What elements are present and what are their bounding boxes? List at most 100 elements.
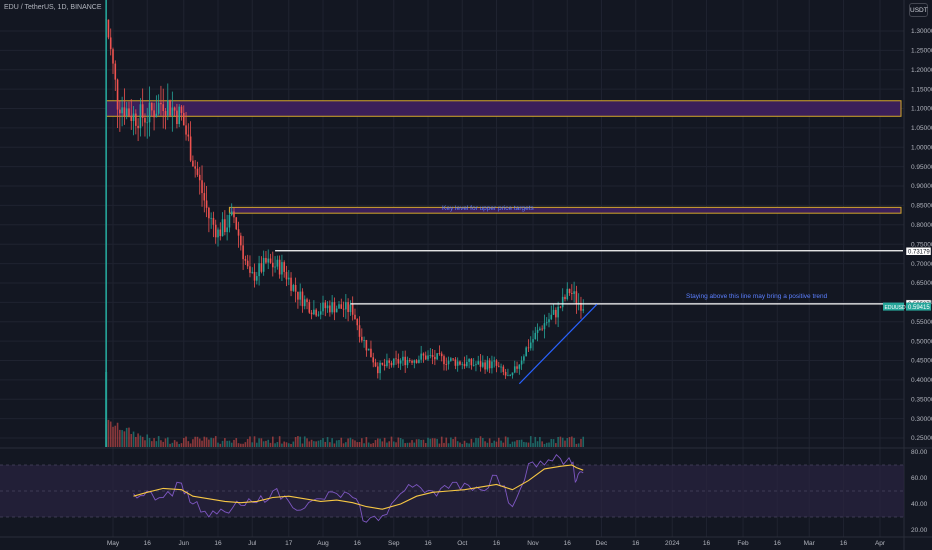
candle-body	[258, 263, 260, 277]
candle-body	[256, 276, 258, 281]
volume-bar	[292, 441, 295, 447]
volume-bar	[224, 438, 226, 447]
candle-body	[230, 211, 233, 215]
candle-body	[440, 353, 443, 357]
candle-body	[242, 245, 244, 260]
candle-body	[555, 309, 557, 318]
time-tick-label: Mar	[804, 540, 816, 547]
time-tick-label: May	[107, 540, 120, 547]
candle-body	[575, 291, 578, 304]
currency-button[interactable]: USDT	[909, 3, 928, 17]
candle-body	[205, 200, 208, 208]
candle-body	[119, 109, 121, 114]
rsi-tick-label: 40.00	[911, 501, 928, 508]
candle-body	[139, 104, 142, 129]
time-tick-label: Apr	[875, 540, 886, 547]
candle-body	[354, 314, 356, 319]
volume-bar	[269, 442, 272, 447]
volume-bar	[427, 437, 429, 447]
volume-bar	[495, 441, 498, 447]
candle-body	[303, 299, 306, 307]
volume-bar	[326, 437, 329, 447]
candle-body	[500, 366, 502, 368]
candle-body	[235, 217, 238, 230]
candle-body	[513, 366, 516, 373]
candle-body	[436, 353, 438, 360]
time-tick-label: Dec	[596, 540, 608, 547]
candle-body	[237, 229, 240, 236]
volume-bar	[520, 439, 523, 447]
candle-body	[484, 362, 486, 370]
volume-bar	[148, 437, 151, 447]
candle-body	[331, 302, 333, 313]
volume-bar	[119, 429, 121, 447]
candle-body	[274, 266, 276, 268]
volume-bar	[137, 433, 139, 447]
volume-bar	[141, 436, 144, 447]
candle-body	[365, 340, 368, 351]
candle-body	[406, 360, 409, 366]
volume-bar	[249, 436, 251, 447]
candle-body	[463, 363, 466, 367]
volume-bar	[230, 442, 233, 447]
candle-body	[491, 361, 493, 369]
candle-body	[317, 314, 320, 316]
symbol-title: EDU / TetherUS, 1D, BINANCE	[4, 4, 102, 11]
volume-bar	[429, 438, 432, 447]
candle-body	[224, 219, 226, 233]
candle-body	[148, 102, 151, 123]
candle-body	[399, 360, 402, 364]
volume-bar	[555, 443, 557, 447]
volume-bar	[534, 436, 537, 447]
candle-body	[185, 125, 187, 135]
candle-body	[182, 113, 185, 126]
volume-bar	[253, 436, 256, 447]
volume-bar	[160, 440, 162, 447]
candle-body	[335, 308, 338, 313]
volume-bar	[479, 436, 482, 447]
volume-bar	[166, 437, 169, 447]
volume-bar	[564, 440, 566, 447]
support-line-label: Staying above this line may bring a posi…	[686, 292, 828, 300]
candle-body	[397, 359, 400, 364]
candle-body	[249, 266, 251, 273]
volume-bar	[395, 442, 397, 447]
candle-body	[529, 342, 532, 349]
time-tick-label: 16	[144, 540, 152, 547]
volume-bar	[402, 439, 404, 447]
volume-bar	[438, 443, 441, 447]
time-tick-label: Aug	[317, 540, 329, 547]
candle-body	[486, 360, 489, 370]
candle-body	[212, 217, 215, 225]
volume-bar	[568, 437, 571, 447]
volume-bar	[388, 441, 391, 447]
volume-bar	[493, 440, 496, 447]
candle-body	[351, 304, 354, 315]
candle-body	[198, 174, 201, 181]
candle-body	[192, 160, 194, 167]
zone-label: Key level for upper price targets	[442, 205, 534, 213]
volume-bar	[208, 439, 210, 447]
volume-bar	[477, 438, 480, 447]
volume-bar	[347, 438, 349, 447]
candle-body	[477, 361, 480, 365]
volume-bar	[194, 436, 196, 447]
volume-bar	[338, 440, 340, 447]
candle-body	[411, 360, 413, 363]
volume-bar	[424, 443, 427, 447]
volume-bar	[306, 438, 308, 447]
volume-bar	[456, 441, 459, 447]
candle-body	[422, 353, 425, 356]
candle-body	[173, 107, 176, 111]
candle-body	[324, 302, 327, 309]
volume-bar	[342, 443, 345, 447]
volume-bar	[114, 425, 117, 447]
volume-bar	[315, 441, 317, 447]
candle-body	[340, 304, 343, 309]
candle-body	[112, 49, 114, 64]
volume-bar	[459, 442, 461, 447]
candle-body	[240, 235, 242, 246]
